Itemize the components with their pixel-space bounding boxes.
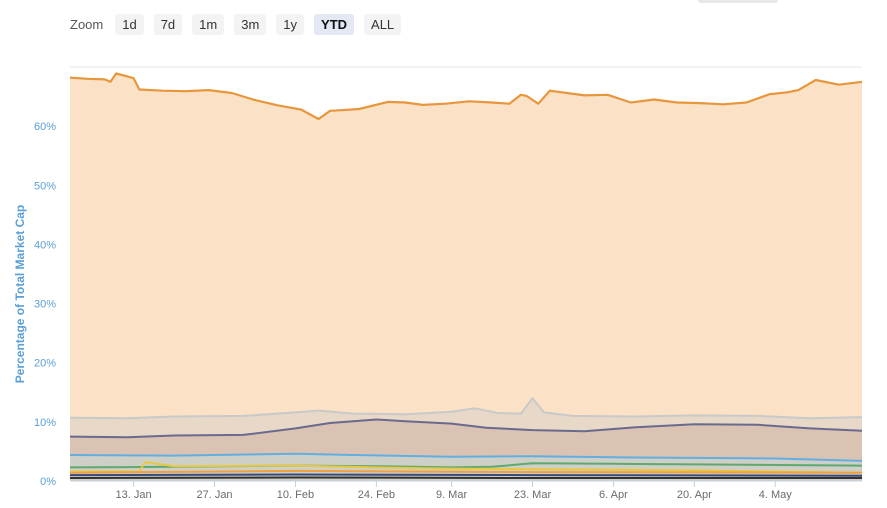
y-tick-label: 0% <box>40 476 56 488</box>
x-tick-label: 20. Apr <box>677 489 712 501</box>
series-lines <box>69 72 863 479</box>
y-tick-label: 10% <box>34 417 56 429</box>
y-tick-label: 30% <box>34 299 56 311</box>
y-tick-label: 50% <box>34 180 56 192</box>
zoom-ytd-button[interactable]: YTD <box>314 14 355 35</box>
x-axis: 13. Jan 27. Jan 10. Feb 24. Feb 9. Mar 23. Ma… <box>70 480 862 501</box>
series-area-bitcoin <box>70 73 862 481</box>
zoom-1y-button[interactable]: 1y <box>276 14 305 35</box>
y-axis-label: Percentage of Total Market Cap <box>13 205 27 384</box>
zoom-all-button[interactable]: ALL <box>364 14 402 35</box>
zoom-7d-button[interactable]: 7d <box>153 14 183 35</box>
y-tick-label: 40% <box>34 239 56 251</box>
series-line-purple <box>69 418 863 439</box>
x-tick-label: 9. Mar <box>436 489 468 501</box>
x-tick-label: 24. Feb <box>358 489 395 501</box>
y-axis: 0% 10% 20% 30% 40% 50% 60% <box>34 121 56 488</box>
series-line-navy <box>69 473 863 477</box>
series-line-black <box>69 476 862 479</box>
series-line-orange <box>69 469 863 474</box>
series-line-gray <box>69 397 863 420</box>
x-tick-label: 4. May <box>759 489 793 501</box>
zoom-bar: Zoom 1d 7d 1m 3m 1y YTD ALL <box>70 14 402 35</box>
series-line-bitcoin <box>69 72 863 121</box>
x-tick-label: 23. Mar <box>514 489 552 501</box>
zoom-3m-button[interactable]: 3m <box>234 14 267 35</box>
series-areas <box>70 73 862 481</box>
x-tick-label: 13. Jan <box>116 489 152 501</box>
x-tick-label: 10. Feb <box>277 489 314 501</box>
corner-tab[interactable] <box>698 0 778 3</box>
zoom-label: Zoom <box>70 17 104 32</box>
y-tick-label: 20% <box>34 358 56 370</box>
x-tick-label: 27. Jan <box>196 489 232 501</box>
series-line-yellow <box>70 461 863 474</box>
series-line-blue <box>69 452 863 462</box>
zoom-1d-button[interactable]: 1d <box>115 14 144 35</box>
zoom-1m-button[interactable]: 1m <box>192 14 225 35</box>
y-tick-label: 60% <box>34 121 56 133</box>
x-tick-label: 6. Apr <box>599 489 628 501</box>
